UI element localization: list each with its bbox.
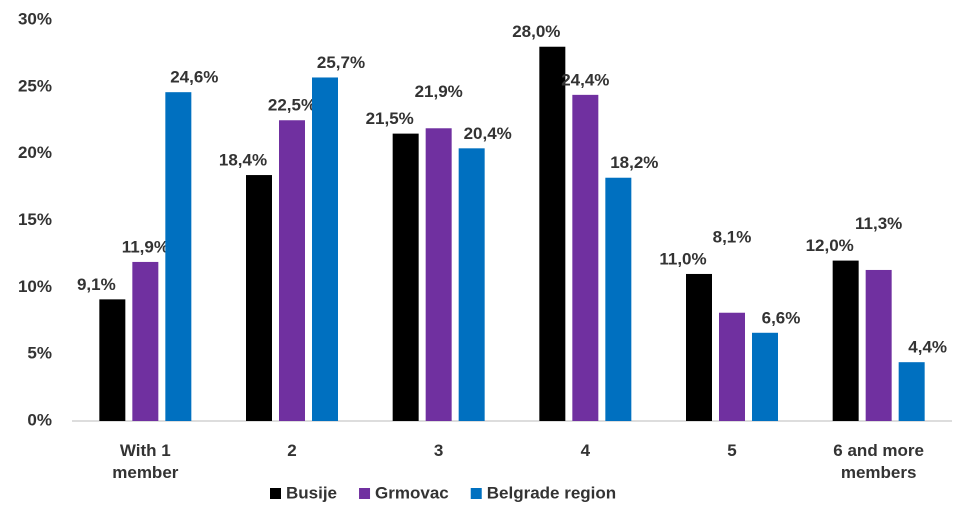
bar: [132, 261, 159, 421]
data-label: 6,6%: [762, 308, 801, 327]
data-label: 24,4%: [561, 70, 609, 89]
data-label: 11,3%: [855, 214, 902, 233]
data-label: 4,4%: [908, 338, 947, 357]
legend-swatch: [359, 488, 371, 499]
bar: [425, 128, 452, 421]
bar: [246, 175, 272, 421]
x-tick-label: 6 and more members: [833, 441, 924, 482]
data-label: 18,2%: [610, 153, 658, 172]
data-label: 18,4%: [219, 151, 267, 170]
bar: [898, 362, 925, 421]
x-tick-label: 4: [580, 441, 591, 460]
data-label: 8,1%: [713, 227, 752, 246]
data-label: 24,6%: [170, 68, 218, 87]
bar: [865, 269, 892, 421]
y-tick-label: 20%: [18, 143, 52, 162]
y-tick-label: 5%: [27, 344, 52, 363]
data-label: 20,4%: [464, 124, 512, 143]
bar: [572, 94, 599, 421]
legend-label: Belgrade region: [487, 483, 616, 502]
bar: [165, 92, 192, 422]
legend-label: Grmovac: [375, 483, 449, 502]
bar: [686, 273, 712, 421]
x-tick-label: 2: [287, 441, 297, 460]
bar: [752, 332, 778, 421]
x-tick-label: 5: [727, 441, 737, 460]
data-label: 11,9%: [122, 237, 169, 256]
y-tick-label: 15%: [18, 210, 52, 229]
data-label: 21,9%: [415, 82, 463, 101]
bar: [458, 148, 485, 421]
data-label: 28,0%: [512, 22, 560, 41]
bar: [832, 260, 859, 421]
bar: [312, 77, 338, 421]
data-label: 12,0%: [806, 236, 854, 255]
bar: [719, 312, 745, 421]
bar: [539, 46, 566, 421]
bar: [392, 133, 419, 421]
y-tick-label: 10%: [18, 277, 52, 296]
data-label: 25,7%: [317, 53, 365, 72]
y-tick-label: 30%: [18, 9, 52, 28]
y-tick-label: 0%: [27, 410, 52, 429]
data-label: 21,5%: [366, 109, 414, 128]
data-label: 9,1%: [77, 275, 116, 294]
bar: [279, 120, 305, 421]
legend-label: Busije: [286, 483, 337, 502]
x-tick-label: 3: [433, 441, 444, 460]
legend-swatch: [270, 488, 281, 499]
bar: [99, 299, 126, 421]
x-tick-label: With 1 member: [112, 441, 179, 482]
data-label: 22,5%: [268, 96, 316, 115]
bar: [605, 177, 632, 421]
y-tick-label: 25%: [18, 76, 52, 95]
legend-swatch: [470, 488, 482, 499]
data-label: 11,0%: [659, 249, 706, 268]
